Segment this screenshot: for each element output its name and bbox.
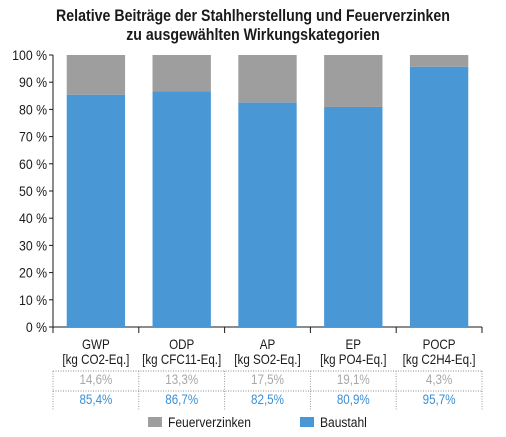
category-unit: [kg CO2-Eq.] [62,352,129,367]
y-tick-label: 30 % [19,238,47,254]
y-tick-label: 90 % [19,74,47,90]
bar-feuerverzinken-gwp [66,55,126,95]
category-table: GWP[kg CO2-Eq.] 14,6% 85,4% ODP[kg CFC11-Eq… [52,327,483,410]
bar-feuerverzinken-pocp [409,55,469,67]
chart-title-line-1: Relative Beiträge der Stahlherstellung u… [56,7,450,25]
category-label: EP [346,337,361,352]
bar-baustahl-ep [324,106,383,328]
bar-baustahl-odp [152,91,211,328]
category-unit: [kg CFC11-Eq.] [142,352,221,367]
legend: Feuerverzinken Baustahl [148,414,367,430]
value-label-baustahl: 82,5% [251,392,284,407]
value-label-feuerverzinken: 17,5% [251,372,284,387]
bar-baustahl-ap [238,102,297,327]
bar-feuerverzinken-ep [324,55,383,107]
legend-label: Baustahl [320,414,367,430]
value-label-baustahl: 85,4% [79,392,112,407]
bar-baustahl-pocp [409,66,469,328]
bar-feuerverzinken-ap [238,55,297,103]
y-tick-label: 20 % [19,265,47,281]
y-tick-label: 100 % [12,47,47,63]
legend-swatch [300,417,314,427]
y-tick-label: 10 % [19,292,47,308]
value-label-feuerverzinken: 19,1% [337,372,370,387]
value-label-feuerverzinken: 13,3% [165,372,198,387]
value-label-baustahl: 86,7% [165,392,198,407]
legend-label: Feuerverzinken [168,414,251,430]
chart-title-line-2: zu ausgewählten Wirkungskategorien [126,26,380,44]
y-tick-label: 40 % [19,210,47,226]
bar-area [53,55,482,328]
bar-feuerverzinken-odp [152,55,211,92]
y-tick-label: 80 % [19,102,47,118]
category-label: GWP [82,337,110,352]
y-tick-label: 70 % [19,129,47,145]
category-label: AP [260,337,275,352]
y-axis: 0 % 10 % 20 % 30 % 40 % 50 % 60 % 70 % 80 % 90 % 1… [12,47,54,335]
legend-swatch [148,417,162,427]
category-unit: [kg PO4-Eq.] [320,352,386,367]
bar-baustahl-gwp [66,94,126,327]
value-label-baustahl: 80,9% [337,392,370,407]
category-label: ODP [169,337,194,352]
value-label-baustahl: 95,7% [423,392,456,407]
value-label-feuerverzinken: 4,3% [426,372,452,387]
category-label: POCP [423,337,456,352]
y-tick-label: 50 % [19,183,47,199]
y-tick-label: 0 % [26,319,47,335]
category-unit: [kg SO2-Eq.] [234,352,300,367]
value-label-feuerverzinken: 14,6% [79,372,112,387]
category-unit: [kg C2H4-Eq.] [403,352,476,367]
y-tick-label: 60 % [19,156,47,172]
